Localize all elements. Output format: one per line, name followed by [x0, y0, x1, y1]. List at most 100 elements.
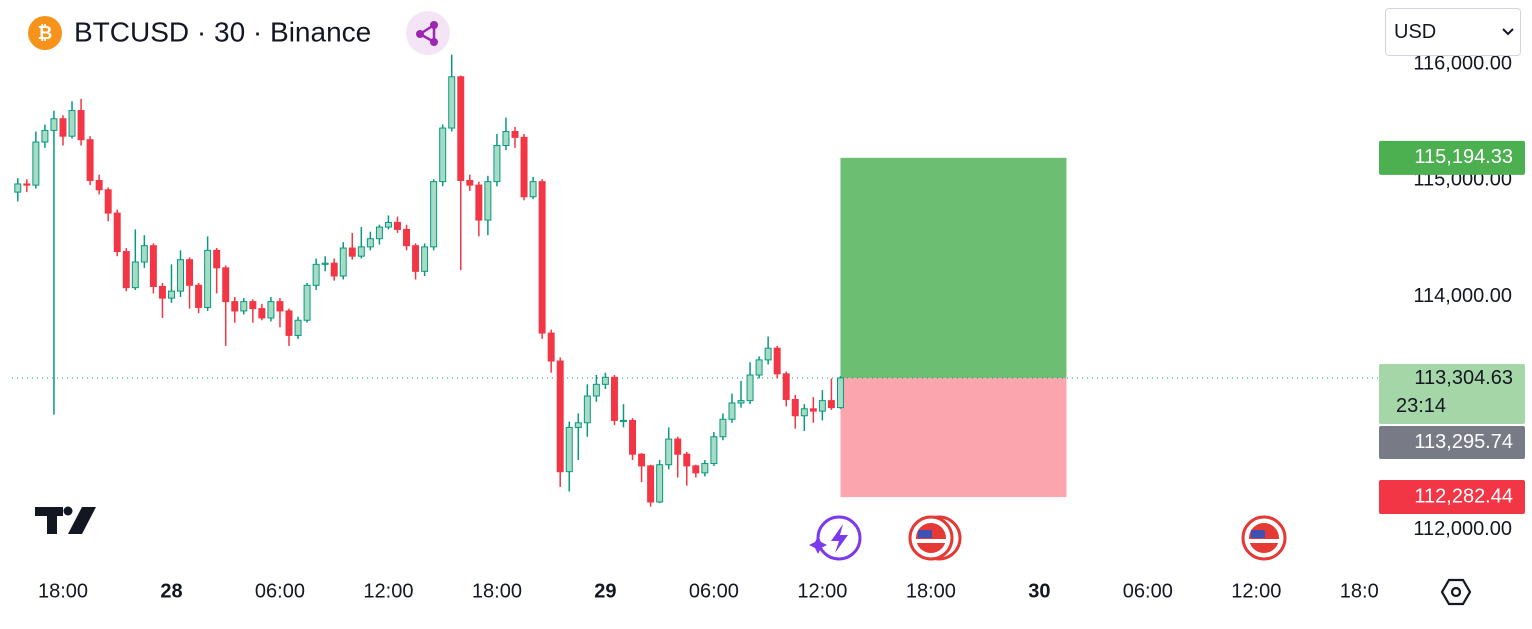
candle-body	[158, 285, 166, 299]
candle-body	[620, 419, 627, 422]
candle-body	[430, 181, 438, 248]
candle-body	[665, 438, 673, 466]
candle-body	[457, 76, 465, 181]
currency-select[interactable]: USD	[1385, 8, 1521, 56]
candle-body	[574, 422, 582, 428]
candle-body	[330, 262, 338, 277]
candle-body	[710, 436, 718, 465]
event-icon[interactable]	[1241, 515, 1287, 561]
event-icon[interactable]	[908, 515, 962, 561]
x-tick-label: 18:00	[38, 580, 88, 602]
candle-body	[412, 245, 420, 272]
candle-body	[222, 267, 230, 303]
candle-body	[755, 359, 763, 376]
candle-body	[258, 308, 266, 319]
countdown: 23:14	[1396, 395, 1446, 417]
y-tick-label: 116,000.00	[1413, 52, 1512, 74]
last-price-box	[1379, 363, 1525, 424]
candle-body	[167, 290, 175, 299]
candle-body	[773, 347, 781, 375]
candle-body	[393, 221, 401, 230]
candle-body	[565, 426, 573, 473]
target-label-box	[1379, 140, 1525, 175]
candle-body	[511, 131, 519, 138]
candle-body	[466, 179, 474, 186]
x-tick-label: 28	[160, 580, 182, 602]
candle-body	[131, 261, 139, 289]
x-tick-label: 12:00	[797, 580, 847, 602]
candle-body	[719, 418, 727, 438]
chevron	[1502, 28, 1514, 36]
tradingview-logo[interactable]	[35, 506, 96, 535]
candle-body	[339, 247, 347, 277]
candle-body	[502, 131, 510, 147]
x-tick-label: 12:00	[1231, 580, 1281, 602]
candle-body	[791, 398, 799, 417]
candle-body	[41, 129, 49, 143]
candle-body	[493, 145, 501, 183]
candle-body	[384, 221, 392, 228]
x-tick-label: 12:00	[363, 580, 413, 602]
candle-body	[629, 419, 637, 455]
candle-body	[601, 376, 609, 385]
candle-body	[204, 249, 212, 308]
candle-body	[312, 263, 320, 286]
candle-body	[728, 402, 736, 420]
candle-body	[68, 110, 76, 137]
x-tick-label: 06:00	[255, 580, 305, 602]
candle-body	[421, 246, 429, 272]
stop-zone	[840, 377, 1067, 498]
candle-body	[448, 76, 456, 129]
candle-body	[285, 310, 293, 336]
target-zone	[840, 157, 1067, 378]
candle-body	[177, 259, 184, 292]
bid-price-box	[1379, 425, 1525, 459]
candle-body	[683, 453, 691, 467]
candle-body	[59, 118, 67, 137]
candle-body	[231, 301, 239, 312]
candle-body	[827, 400, 835, 409]
candle-body	[692, 465, 700, 474]
candle-body	[267, 301, 275, 319]
currency-label: USD	[1394, 20, 1437, 43]
stop-label-box	[1379, 480, 1525, 515]
candle-body	[647, 465, 655, 503]
target-label: 115,194.33	[1414, 146, 1513, 168]
candle-body	[538, 181, 546, 334]
candle-body	[249, 301, 257, 310]
candle-body	[23, 183, 31, 186]
candle-body	[186, 259, 194, 286]
candle-body	[86, 139, 94, 181]
candle-body	[77, 110, 85, 141]
event-icon[interactable]	[809, 515, 862, 561]
candle-body	[737, 400, 745, 404]
x-tick-label: 06:00	[1123, 580, 1173, 602]
settings-button[interactable]	[1440, 578, 1472, 606]
share-button[interactable]	[406, 11, 450, 55]
y-tick-label: 112,000.00	[1413, 518, 1512, 540]
candle-body	[836, 377, 844, 409]
candle-body	[583, 395, 591, 424]
candle-body	[213, 249, 221, 269]
candle-body	[140, 245, 148, 263]
candle-body	[782, 373, 790, 400]
candle-body	[294, 319, 302, 336]
candle-body	[303, 284, 311, 321]
symbol-title: BTCUSD · 30 · Binance	[74, 16, 371, 47]
candle-body	[357, 246, 365, 257]
candle-body	[529, 181, 537, 198]
x-tick-label: 18:00	[472, 580, 522, 602]
candle-body	[610, 376, 618, 421]
candle-body	[276, 301, 284, 312]
candle-body	[439, 127, 447, 183]
candle-body	[403, 228, 411, 247]
y-tick-label: 114,000.00	[1413, 285, 1512, 307]
candle-body	[113, 212, 121, 253]
candle-body	[484, 181, 492, 221]
candle-body	[14, 183, 22, 193]
stop-label: 112,282.44	[1414, 485, 1513, 507]
candle-body	[592, 383, 600, 397]
candle-body	[149, 245, 157, 287]
candle-body	[375, 226, 383, 240]
